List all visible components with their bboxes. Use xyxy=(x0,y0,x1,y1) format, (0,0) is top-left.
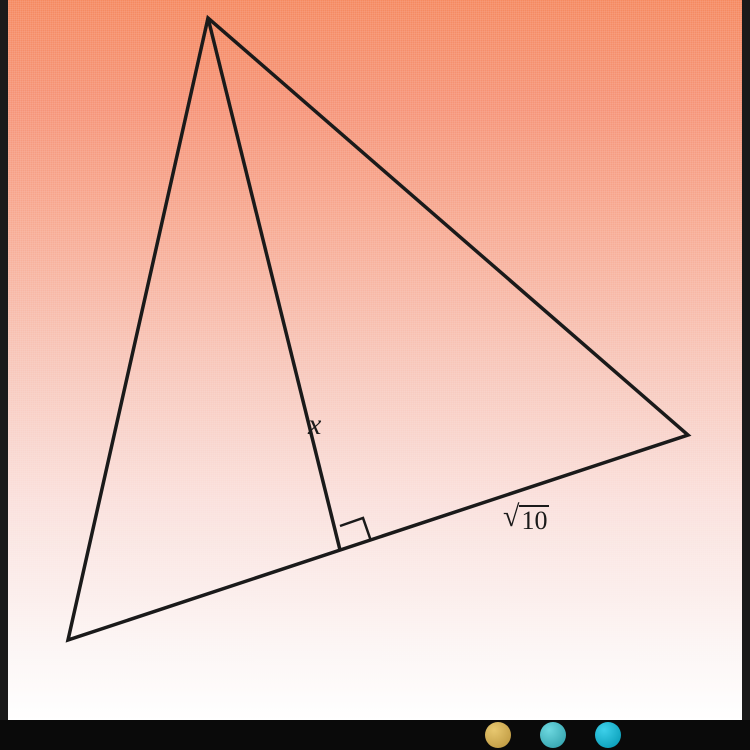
diagram-canvas: x √ 10 xyxy=(8,0,742,720)
outer-triangle xyxy=(68,18,688,640)
radicand: 10 xyxy=(519,505,549,536)
radical-icon: √ xyxy=(503,502,519,532)
taskbar-app-icon[interactable] xyxy=(540,722,566,748)
taskbar xyxy=(0,720,750,750)
screen-frame: x √ 10 xyxy=(0,0,750,750)
sqrt-expression: √ 10 xyxy=(503,502,549,536)
right-angle-marker xyxy=(340,518,371,541)
triangle-diagram xyxy=(8,0,742,720)
taskbar-app-icon[interactable] xyxy=(485,722,511,748)
segment-label: √ 10 xyxy=(503,500,549,536)
altitude-label: x xyxy=(308,408,321,442)
taskbar-app-icon[interactable] xyxy=(595,722,621,748)
altitude-line xyxy=(208,18,340,550)
